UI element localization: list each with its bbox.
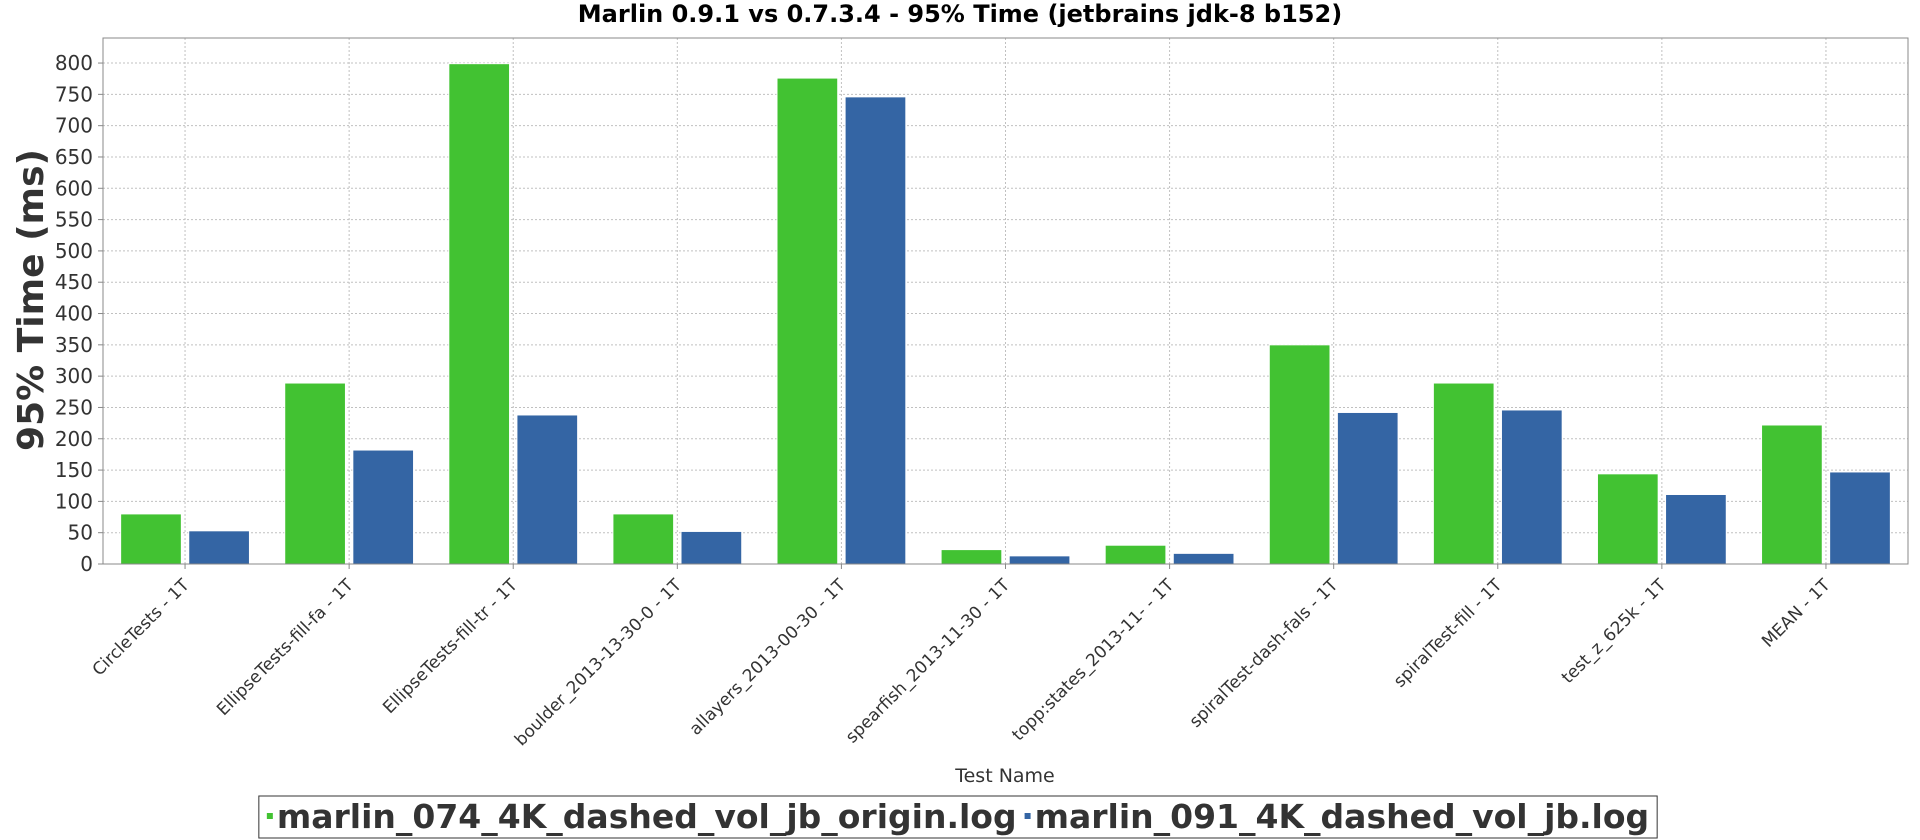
legend: marlin_074_4K_dashed_vol_jb_origin.log ma… bbox=[258, 795, 1658, 839]
y-tick-label: 150 bbox=[55, 458, 93, 482]
y-tick-label: 200 bbox=[55, 427, 93, 451]
y-tick-label: 450 bbox=[55, 270, 93, 294]
y-tick-labels: 0 50 100 150 200 250 300 350 400 450 500 550 600 650 7… bbox=[55, 51, 103, 576]
bar-series-2 bbox=[188, 530, 250, 565]
y-tick-label: 300 bbox=[55, 364, 93, 388]
bar-series-2 bbox=[1008, 555, 1071, 565]
x-tick-label: spearfish_2013-11-30 - 1T bbox=[842, 575, 1014, 747]
bar-series-1 bbox=[612, 513, 675, 565]
legend-swatch bbox=[266, 813, 273, 819]
x-tick-label: boulder_2013-13-30-0 - 1T bbox=[511, 575, 686, 750]
y-tick-label: 600 bbox=[55, 176, 93, 200]
legend-box bbox=[258, 795, 1658, 839]
y-tick-label: 650 bbox=[55, 145, 93, 169]
y-tick-label: 700 bbox=[55, 114, 93, 138]
bar-series-2 bbox=[1336, 411, 1399, 565]
bar-series-1 bbox=[1761, 424, 1823, 565]
x-tick-label: test_z_625k - 1T bbox=[1558, 575, 1671, 688]
x-tick-label: topp:states_2013-11- - 1T bbox=[1008, 575, 1178, 745]
bar-series-2 bbox=[680, 530, 743, 565]
y-tick-label: 250 bbox=[55, 395, 93, 419]
bars bbox=[120, 63, 1891, 565]
bar-series-1 bbox=[448, 63, 511, 565]
y-tick-label: 100 bbox=[55, 489, 93, 513]
x-tick-label: spiralTest-dash-fals - 1T bbox=[1186, 575, 1343, 732]
y-tick-label: 400 bbox=[55, 302, 93, 326]
legend-swatch bbox=[1024, 813, 1031, 819]
bar-series-2 bbox=[1172, 552, 1235, 565]
bar-series-1 bbox=[1596, 473, 1659, 565]
y-tick-label: 550 bbox=[55, 208, 93, 232]
bar-series-1 bbox=[776, 77, 839, 565]
bar-series-2 bbox=[352, 449, 415, 565]
bar-series-2 bbox=[1500, 409, 1563, 565]
chart-title: Marlin 0.9.1 vs 0.7.3.4 - 95% Time (jetb… bbox=[578, 0, 1342, 28]
bar-series-1 bbox=[1268, 344, 1331, 565]
bar-series-2 bbox=[1829, 471, 1891, 565]
bar-series-2 bbox=[516, 414, 579, 565]
bar-series-1 bbox=[1104, 544, 1167, 565]
y-tick-label: 350 bbox=[55, 333, 93, 357]
legend-label: marlin_074_4K_dashed_vol_jb_origin.log bbox=[277, 797, 1017, 836]
y-tick-label: 500 bbox=[55, 239, 93, 263]
y-tick-label: 50 bbox=[68, 521, 93, 545]
x-tick-label: MEAN - 1T bbox=[1758, 575, 1835, 652]
bar-series-1 bbox=[120, 513, 182, 565]
x-tick-label: allayers_2013-00-30 - 1T bbox=[686, 575, 851, 740]
bar-series-1 bbox=[940, 549, 1003, 565]
x-tick-label: EllipseTests-fill-fa - 1T bbox=[213, 575, 358, 720]
y-tick-label: 750 bbox=[55, 82, 93, 106]
x-axis-label: Test Name bbox=[954, 765, 1055, 787]
x-tick-label: EllipseTests-fill-tr - 1T bbox=[379, 575, 522, 718]
plot-frame bbox=[102, 37, 1909, 565]
y-axis-label: 95% Time (ms) bbox=[11, 149, 52, 451]
y-tick-label: 0 bbox=[80, 552, 93, 576]
legend-label: marlin_091_4K_dashed_vol_jb.log bbox=[1035, 797, 1650, 836]
x-tick-label: CircleTests - 1T bbox=[89, 575, 194, 680]
x-tick-label: spiralTest-fill - 1T bbox=[1390, 575, 1507, 692]
bar-series-1 bbox=[284, 382, 346, 565]
bar-series-2 bbox=[844, 96, 907, 565]
bar-series-1 bbox=[1432, 382, 1495, 565]
x-tick-labels: CircleTests - 1T EllipseTests-fill-fa - 1… bbox=[89, 564, 1835, 750]
bar-series-2 bbox=[1665, 493, 1727, 565]
y-tick-label: 800 bbox=[55, 51, 93, 75]
